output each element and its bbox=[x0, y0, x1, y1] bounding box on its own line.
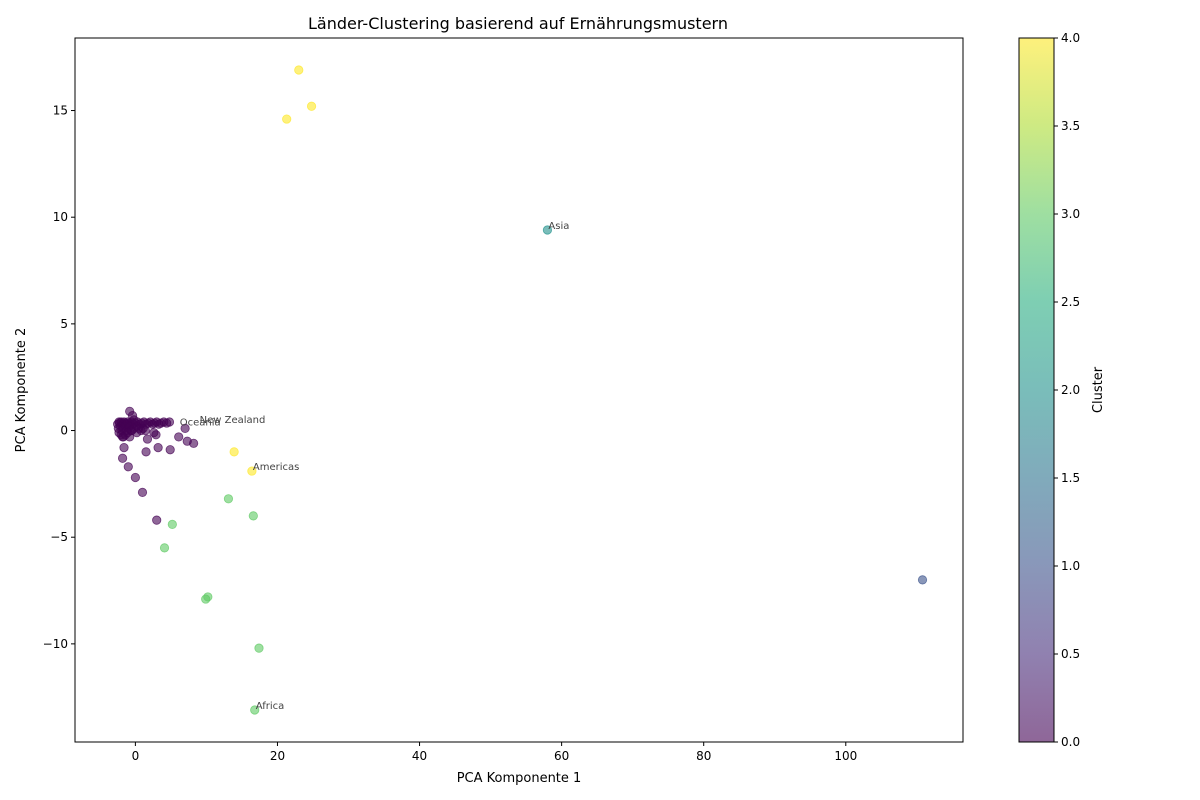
colorbar: 0.0 0.5 1.0 1.5 2.0 2.5 3.0 3.5 4.0 Cluster bbox=[1018, 31, 1106, 749]
data-point-cluster-0 bbox=[180, 423, 190, 433]
data-point-cluster-4 bbox=[229, 447, 239, 457]
colorbar-label: Cluster bbox=[1091, 366, 1106, 413]
data-point-cluster-0 bbox=[117, 453, 128, 463]
colorbar-tick-label: 2.0 bbox=[1061, 383, 1080, 397]
x-tick-label: 80 bbox=[696, 749, 711, 763]
data-point-cluster-3 bbox=[250, 705, 260, 715]
data-point-cluster-0 bbox=[141, 447, 151, 457]
x-tick-label: 20 bbox=[270, 749, 285, 763]
x-axis-label: PCA Komponente 1 bbox=[457, 771, 582, 786]
y-tick-label: 10 bbox=[53, 210, 68, 224]
data-point-cluster-4 bbox=[306, 101, 317, 111]
colorbar-tick-label: 3.5 bbox=[1061, 119, 1080, 133]
chart-title: Länder-Clustering basierend auf Ernährun… bbox=[308, 14, 728, 33]
data-point-cluster-0 bbox=[129, 415, 139, 425]
data-point-cluster-0 bbox=[140, 425, 150, 436]
colorbar-tick-label: 1.5 bbox=[1061, 471, 1080, 485]
data-point-cluster-0 bbox=[123, 462, 133, 472]
data-point-cluster-0 bbox=[137, 487, 148, 497]
data-point-cluster-0 bbox=[142, 434, 153, 444]
data-point-cluster-3 bbox=[203, 592, 213, 602]
colorbar-tick-label: 3.0 bbox=[1061, 207, 1080, 221]
data-point-cluster-0 bbox=[153, 442, 163, 453]
x-tick-label: 100 bbox=[834, 749, 857, 763]
y-tick-label: −5 bbox=[50, 530, 68, 544]
colorbar-tick-label: 4.0 bbox=[1061, 31, 1080, 45]
data-point-cluster-3 bbox=[254, 643, 264, 653]
data-point-cluster-3 bbox=[248, 511, 258, 521]
y-tick-label: 15 bbox=[53, 104, 68, 118]
data-point-cluster-0 bbox=[189, 438, 199, 448]
data-point-cluster-2 bbox=[542, 225, 553, 235]
y-tick-label: −10 bbox=[43, 637, 68, 651]
point-annotation: Oceania bbox=[180, 417, 221, 428]
y-axis-ticks: −10 −5 0 5 10 15 bbox=[43, 104, 75, 651]
colorbar-tick-label: 0.0 bbox=[1061, 735, 1080, 749]
data-point-cluster-4 bbox=[247, 466, 257, 476]
x-tick-label: 40 bbox=[412, 749, 427, 763]
x-axis-ticks: 0 20 40 60 80 100 bbox=[132, 742, 857, 763]
data-point-cluster-0 bbox=[151, 430, 161, 440]
data-point-cluster-3 bbox=[167, 519, 177, 530]
colorbar-tick-label: 0.5 bbox=[1061, 647, 1080, 661]
data-point-cluster-0 bbox=[164, 417, 175, 427]
data-point-cluster-4 bbox=[282, 114, 292, 124]
colorbar-tick-label: 1.0 bbox=[1061, 559, 1080, 573]
data-points bbox=[113, 65, 928, 715]
y-tick-label: 5 bbox=[60, 317, 68, 331]
data-point-cluster-3 bbox=[159, 543, 170, 553]
y-tick-label: 0 bbox=[60, 424, 68, 438]
data-point-cluster-1 bbox=[917, 575, 928, 585]
data-point-cluster-0 bbox=[117, 432, 128, 442]
data-point-cluster-0 bbox=[119, 442, 129, 453]
plot-background bbox=[75, 38, 963, 742]
x-tick-label: 0 bbox=[132, 749, 140, 763]
point-annotation: New Zealand bbox=[200, 415, 266, 426]
y-axis-label: PCA Komponente 2 bbox=[14, 328, 29, 453]
data-point-cluster-0 bbox=[165, 445, 175, 455]
point-annotation: Asia bbox=[548, 221, 569, 232]
data-point-cluster-0 bbox=[132, 428, 142, 438]
x-tick-label: 60 bbox=[554, 749, 569, 763]
point-annotation: Africa bbox=[256, 701, 285, 712]
data-point-cluster-0 bbox=[130, 472, 140, 483]
plot-frame bbox=[74, 37, 964, 743]
data-point-cluster-0 bbox=[174, 432, 184, 442]
colorbar-gradient bbox=[1018, 37, 1055, 743]
data-point-cluster-0 bbox=[152, 515, 162, 525]
data-point-cluster-3 bbox=[223, 494, 234, 504]
colorbar-ticks: 0.0 0.5 1.0 1.5 2.0 2.5 3.0 3.5 4.0 bbox=[1054, 31, 1080, 749]
data-point-cluster-4 bbox=[294, 65, 304, 75]
point-annotation: Americas bbox=[253, 462, 299, 473]
colorbar-tick-label: 2.5 bbox=[1061, 295, 1080, 309]
